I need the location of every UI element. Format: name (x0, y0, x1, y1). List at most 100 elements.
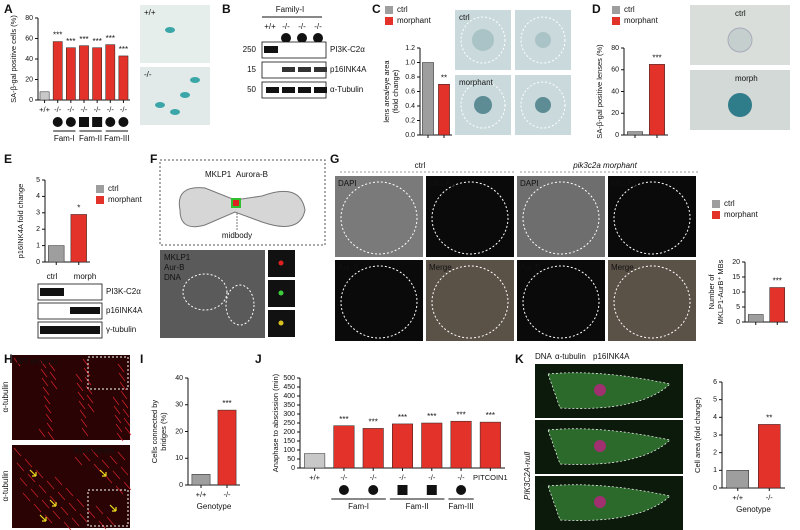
y-tick-label: 4 (36, 193, 40, 200)
group-label: Fam-I (348, 502, 369, 511)
bar (79, 45, 89, 101)
label: MKLP1 (611, 179, 638, 188)
label: morph (735, 74, 758, 83)
image (608, 260, 696, 341)
y-tick-label: 2 (713, 450, 717, 457)
group-label: Fam-III (104, 134, 129, 143)
y-tick-label: 450 (283, 384, 295, 391)
cell-edge (47, 431, 55, 441)
cell-edge (33, 503, 42, 513)
legend-label: ctrl (397, 5, 408, 14)
bar (450, 420, 472, 469)
eye-outline (460, 81, 506, 129)
bar (70, 214, 87, 263)
arrow (109, 504, 117, 512)
midbody (233, 200, 239, 206)
lens (535, 97, 551, 113)
group-label: Fam-II (79, 134, 102, 143)
significance: *** (773, 277, 782, 286)
label: -/- (282, 22, 290, 31)
label: morph (74, 272, 97, 281)
panel-letter: D (592, 2, 601, 16)
cell-edge (50, 380, 58, 390)
legend-label: ctrl (724, 199, 735, 208)
x-tick-label: +/+ (39, 105, 50, 114)
bar (92, 47, 102, 101)
significance: ** (766, 414, 772, 423)
y-axis-label: MKLP1-AurB⁺ MBs (716, 259, 725, 324)
y-tick-label: 15 (732, 274, 740, 281)
x-tick-label: +/+ (732, 493, 743, 502)
y-tick-label: 10 (175, 455, 183, 462)
cell-edge (81, 427, 89, 437)
cell-edge (113, 405, 121, 415)
label: ctrl (735, 9, 746, 18)
image (140, 67, 210, 125)
stain-blob (180, 92, 190, 98)
y-axis-label: Number of (707, 274, 716, 310)
cell-edge (85, 385, 93, 395)
cell-edge (27, 473, 36, 483)
cell-outline (547, 428, 671, 465)
genotype-symbol (281, 33, 291, 43)
label: +/+ (539, 366, 551, 375)
y-tick-label: 1.2 (405, 45, 415, 52)
x-tick-label: -/- (223, 490, 231, 499)
arrow (29, 469, 37, 477)
significance: *** (222, 399, 231, 408)
bar (758, 424, 781, 489)
image (12, 355, 130, 440)
cell-edge (40, 368, 48, 378)
significance: *** (652, 53, 661, 62)
significance: *** (92, 37, 101, 46)
y-tick-label: 50 (287, 456, 295, 463)
bar (105, 44, 116, 101)
label: MKLP1 (164, 253, 191, 262)
region-outline (613, 265, 691, 339)
lens (728, 93, 752, 117)
label: -/- (298, 22, 306, 31)
lens (535, 32, 551, 48)
panel-letter: K (515, 352, 524, 366)
y-tick-label: 3 (36, 210, 40, 217)
y-tick-label: 80 (611, 45, 619, 52)
y-tick-label: 60 (25, 35, 33, 42)
cell-edge (76, 498, 85, 508)
x-tick-label: -/- (399, 473, 407, 482)
cell-edge (35, 469, 44, 479)
image (426, 260, 514, 341)
cell-edge (119, 381, 127, 391)
legend-label: morphant (108, 195, 143, 204)
midbody-dot (278, 260, 284, 266)
genotype-symbol (456, 485, 467, 495)
label: morphant (459, 78, 494, 87)
panel-letter: E (4, 152, 12, 166)
band-label: p16INK4A (106, 306, 143, 315)
label: -/- (314, 22, 322, 31)
legend-swatch (712, 211, 720, 219)
midbody-dot (278, 320, 284, 326)
region-outline (613, 181, 691, 255)
x-tick-label: -/- (80, 105, 88, 114)
lens (727, 27, 753, 53)
group-label: Fam-II (406, 502, 429, 511)
cell-shape (178, 187, 306, 228)
label: Aurora-B (236, 170, 268, 179)
x-tick-label: +/+ (196, 490, 207, 499)
image (140, 5, 210, 63)
cell-edge (112, 396, 120, 406)
y-tick-label: 0.8 (405, 74, 415, 81)
cell-edge (109, 455, 118, 465)
y-tick-label: 1 (713, 467, 717, 474)
label: DAPI (520, 179, 539, 188)
bar (217, 409, 237, 486)
cell-edge (104, 474, 113, 484)
cell-edge (74, 456, 83, 466)
y-axis-label: (fold change) (391, 69, 400, 113)
y-axis-label: lens area/eye area (382, 60, 391, 123)
cell-edge (38, 484, 47, 494)
panel-letter: F (150, 152, 157, 166)
stain-blob (155, 102, 165, 108)
cell-edge (44, 514, 53, 524)
band-label: PI3K-C2α (106, 287, 141, 296)
